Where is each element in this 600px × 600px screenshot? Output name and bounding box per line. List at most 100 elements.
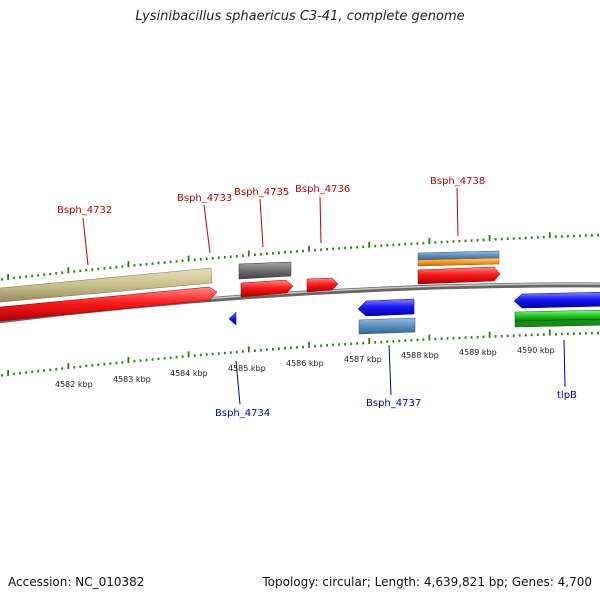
label-bsph4734[interactable]: Bsph_4734 <box>215 408 270 419</box>
forward-minor-tick <box>416 242 419 245</box>
forward-minor-tick <box>512 237 515 240</box>
reverse-minor-tick <box>290 346 292 350</box>
gene-arrow-bsph4738[interactable] <box>417 266 501 285</box>
forward-minor-tick <box>1 278 3 281</box>
forward-minor-tick <box>326 248 328 251</box>
forward-minor-tick <box>223 256 226 259</box>
tick-label-4583: 4583 kbp <box>113 375 151 384</box>
forward-minor-tick <box>266 252 268 255</box>
forward-minor-tick <box>260 253 262 256</box>
reverse-minor-tick <box>199 353 202 357</box>
forward-minor-tick <box>163 261 166 264</box>
reverse-minor-tick <box>91 364 94 367</box>
reverse-major-tick <box>548 329 551 336</box>
tick-label-4589: 4589 kbp <box>459 348 497 357</box>
feature-steel-bsph4737[interactable] <box>358 317 416 335</box>
tick-label-4582: 4582 kbp <box>55 380 93 389</box>
label-bsph4735[interactable]: Bsph_4735 <box>234 187 289 198</box>
leader-bsph4732 <box>82 217 89 266</box>
forward-minor-tick <box>374 244 377 248</box>
gene-arrow-bsph4735[interactable] <box>240 279 294 298</box>
reverse-minor-tick <box>254 349 256 352</box>
accession-text: Accession: NC_010382 <box>8 575 145 589</box>
forward-minor-tick <box>55 272 58 275</box>
reverse-minor-tick <box>506 334 509 338</box>
reverse-minor-tick <box>530 333 533 337</box>
reverse-minor-tick <box>476 335 479 339</box>
gene-arrow-bsph4734[interactable] <box>228 311 237 326</box>
forward-minor-tick <box>410 242 413 246</box>
forward-minor-tick <box>338 247 340 250</box>
gene-arrow-bsph4737[interactable] <box>357 298 415 317</box>
forward-minor-tick <box>440 240 443 244</box>
forward-minor-tick <box>175 260 178 263</box>
forward-minor-tick <box>452 240 455 243</box>
label-bsph4736[interactable]: Bsph_4736 <box>295 184 350 195</box>
feature-gray-bsph4735[interactable] <box>238 261 292 280</box>
reverse-minor-tick <box>410 339 413 342</box>
label-bsph4737[interactable]: Bsph_4737 <box>366 398 421 409</box>
reverse-minor-tick <box>19 372 21 375</box>
forward-minor-tick <box>314 248 316 252</box>
gene-arrow-tlpb[interactable] <box>513 291 600 309</box>
reverse-minor-tick <box>37 369 40 373</box>
reverse-minor-tick <box>109 362 112 365</box>
reverse-major-tick <box>488 331 491 338</box>
gene-arrow-bsph4736[interactable] <box>306 277 339 293</box>
forward-minor-tick <box>97 267 100 271</box>
forward-minor-tick <box>392 243 395 247</box>
forward-minor-tick <box>272 252 274 255</box>
genome-summary-text: Topology: circular; Length: 4,639,821 bp… <box>262 575 592 589</box>
forward-major-tick <box>548 232 551 239</box>
reverse-minor-tick <box>284 347 286 350</box>
leader-bsph4738 <box>456 187 459 237</box>
forward-minor-tick <box>109 266 112 269</box>
leader-bsph4733 <box>203 204 211 254</box>
forward-minor-tick <box>482 238 485 242</box>
forward-minor-tick <box>37 274 40 277</box>
forward-minor-tick <box>241 254 244 257</box>
gene-arrow-bsph4732[interactable] <box>0 286 218 322</box>
reverse-major-tick <box>247 346 250 353</box>
reverse-minor-tick <box>567 332 569 336</box>
forward-minor-tick <box>542 235 545 239</box>
feature-khaki-bsph4732[interactable] <box>0 267 213 303</box>
forward-minor-tick <box>332 247 334 251</box>
forward-minor-tick <box>91 268 94 271</box>
reverse-minor-tick <box>452 336 455 340</box>
reverse-minor-tick <box>73 366 76 369</box>
reverse-minor-tick <box>579 332 581 335</box>
forward-minor-tick <box>181 259 184 263</box>
tick-label-4585: 4585 kbp <box>228 364 266 373</box>
forward-minor-tick <box>61 271 64 274</box>
forward-tick-track <box>1 232 599 281</box>
reverse-major-tick <box>127 357 130 363</box>
reverse-minor-tick <box>392 340 395 343</box>
reverse-minor-tick <box>302 345 304 349</box>
label-bsph4732[interactable]: Bsph_4732 <box>57 205 112 216</box>
reverse-minor-tick <box>597 331 599 335</box>
forward-minor-tick <box>476 239 479 242</box>
feature-darkgreen-tlpb[interactable] <box>514 318 600 328</box>
forward-minor-tick <box>151 262 154 265</box>
feature-green-tlpb[interactable] <box>514 309 600 322</box>
forward-major-tick <box>127 261 130 268</box>
feature-orange-bsph4738[interactable] <box>417 257 500 267</box>
label-bsph4733[interactable]: Bsph_4733 <box>177 193 232 204</box>
forward-minor-tick <box>139 263 142 267</box>
reverse-minor-tick <box>440 337 443 340</box>
reverse-minor-tick <box>470 336 473 339</box>
forward-minor-tick <box>458 239 461 243</box>
forward-minor-tick <box>350 246 353 249</box>
forward-minor-tick <box>103 267 106 270</box>
reverse-minor-tick <box>97 363 100 366</box>
forward-minor-tick <box>121 265 124 268</box>
reverse-minor-tick <box>416 338 419 342</box>
label-bsph4738[interactable]: Bsph_4738 <box>430 176 485 187</box>
forward-minor-tick <box>518 237 521 240</box>
label-tlpb[interactable]: tlpB <box>557 390 577 401</box>
reverse-minor-tick <box>542 333 545 336</box>
reverse-minor-tick <box>500 334 503 338</box>
reverse-minor-tick <box>398 339 401 343</box>
reverse-minor-tick <box>223 351 226 355</box>
